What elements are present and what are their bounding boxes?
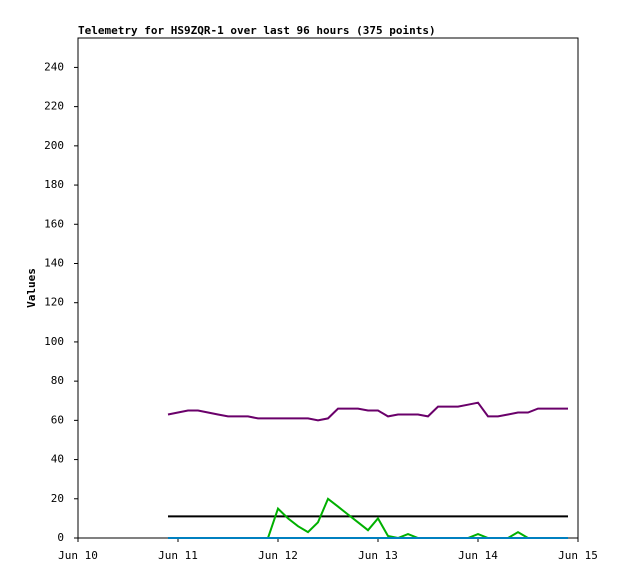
x-tick-label: Jun 11 bbox=[158, 549, 198, 562]
x-tick-label: Jun 10 bbox=[58, 549, 98, 562]
y-tick-label: 180 bbox=[44, 178, 64, 191]
y-tick-label: 80 bbox=[51, 374, 64, 387]
y-axis-label: Values bbox=[25, 268, 38, 308]
x-tick-label: Jun 13 bbox=[358, 549, 398, 562]
y-tick-label: 140 bbox=[44, 256, 64, 269]
plot-frame bbox=[77, 37, 579, 539]
y-tick-label: 120 bbox=[44, 296, 64, 309]
chart-title: Telemetry for HS9ZQR-1 over last 96 hour… bbox=[78, 24, 436, 37]
x-tick-label: Jun 15 bbox=[558, 549, 598, 562]
y-tick-label: 0 bbox=[57, 531, 64, 544]
y-tick-label: 200 bbox=[44, 139, 64, 152]
y-tick-label: 220 bbox=[44, 100, 64, 113]
y-tick-label: 240 bbox=[44, 60, 64, 73]
series-line bbox=[168, 497, 568, 540]
x-tick-label: Jun 12 bbox=[258, 549, 298, 562]
series-line bbox=[167, 401, 568, 422]
x-tick-label: Jun 14 bbox=[458, 549, 498, 562]
y-tick-label: 100 bbox=[44, 335, 64, 348]
y-tick-label: 160 bbox=[44, 217, 64, 230]
y-tick-label: 20 bbox=[51, 492, 64, 505]
y-tick-label: 40 bbox=[51, 453, 64, 466]
y-tick-label: 60 bbox=[51, 413, 64, 426]
